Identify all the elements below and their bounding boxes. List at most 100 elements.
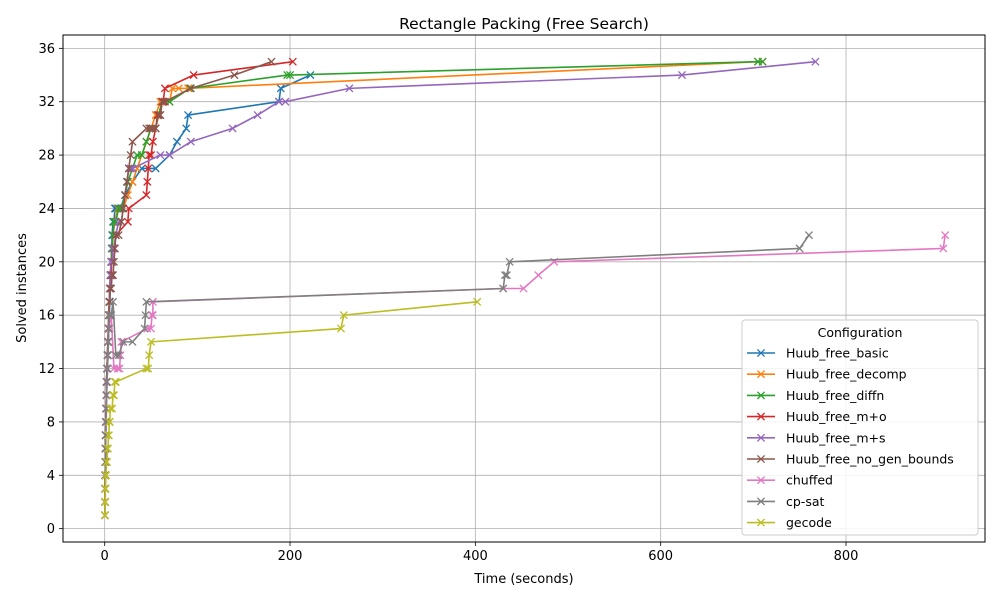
data-point <box>114 351 123 360</box>
data-point <box>172 137 182 146</box>
data-point <box>103 444 113 453</box>
data-point <box>101 497 110 507</box>
data-point <box>156 110 165 120</box>
data-point <box>107 284 116 293</box>
data-point <box>108 391 118 400</box>
legend-marker <box>756 370 766 379</box>
x-tick-label: 200 <box>278 549 303 564</box>
data-point <box>113 364 122 373</box>
data-point <box>121 191 130 200</box>
data-point <box>123 217 132 226</box>
y-tick-label: 0 <box>47 522 55 537</box>
data-point <box>117 217 126 226</box>
data-point <box>145 124 154 133</box>
data-point <box>104 431 113 440</box>
data-point <box>115 364 124 373</box>
series-huub-free-m-s <box>100 57 820 520</box>
series-line-huub-free-diffn <box>104 60 763 516</box>
y-tick-label: 20 <box>38 255 55 270</box>
data-point <box>128 164 137 173</box>
series-line-huub-free-m-s <box>104 60 816 516</box>
x-tick-label: 400 <box>463 549 488 564</box>
data-point <box>110 377 119 386</box>
legend-label: Huub_free_no_gen_bounds <box>786 452 954 467</box>
data-point <box>106 284 115 293</box>
data-point <box>107 311 116 320</box>
data-point <box>182 124 191 133</box>
data-point <box>147 311 157 320</box>
data-point <box>151 124 160 133</box>
data-point <box>108 404 117 413</box>
data-point <box>114 231 123 240</box>
legend-item: Huub_free_no_gen_bounds <box>747 452 954 467</box>
legend-title: Configuration <box>818 325 903 340</box>
data-point <box>143 177 152 186</box>
data-point <box>144 164 153 173</box>
y-tick-label: 36 <box>38 42 55 57</box>
data-point <box>941 231 950 240</box>
data-point <box>109 391 119 400</box>
data-point <box>102 471 111 480</box>
data-point <box>499 284 508 293</box>
data-point <box>117 337 126 346</box>
data-point <box>102 391 111 400</box>
data-point <box>124 164 133 173</box>
data-point <box>103 351 113 360</box>
grid <box>63 35 985 542</box>
data-point <box>103 364 112 373</box>
data-point <box>281 97 290 106</box>
legend-item: Huub_free_m+s <box>747 430 886 445</box>
legend-item: Huub_free_m+o <box>747 409 887 424</box>
data-point <box>119 204 128 213</box>
legend-label: chuffed <box>786 473 833 488</box>
data-point <box>110 244 119 253</box>
data-point <box>160 84 169 93</box>
data-point <box>174 84 183 93</box>
x-axis-label: Time (seconds) <box>473 572 573 587</box>
data-point <box>145 351 154 360</box>
data-point <box>184 110 193 120</box>
data-point <box>140 324 149 333</box>
data-point <box>122 177 131 186</box>
data-point <box>105 311 114 320</box>
data-point <box>186 84 195 93</box>
data-point <box>101 511 110 520</box>
data-point <box>519 284 528 293</box>
data-point <box>253 110 262 120</box>
data-point <box>189 70 198 80</box>
data-point <box>339 311 348 320</box>
legend-label: gecode <box>786 515 832 530</box>
legend-label: Huub_free_decomp <box>786 367 907 382</box>
data-point <box>677 70 687 80</box>
data-point <box>119 337 128 346</box>
data-point <box>111 351 120 360</box>
series-huub-free-decomp <box>100 57 767 520</box>
data-point <box>274 97 283 106</box>
series-cp-sat <box>100 231 813 520</box>
data-point <box>502 271 511 280</box>
y-tick-label: 16 <box>38 309 55 324</box>
data-point <box>111 377 120 386</box>
data-point <box>156 151 165 160</box>
data-point <box>146 151 156 160</box>
legend: Configuration Huub_free_basic Huub_free_d… <box>741 319 979 536</box>
chart-title: Rectangle Packing (Free Search) <box>399 15 649 33</box>
data-point <box>104 324 113 333</box>
data-point <box>151 164 160 173</box>
legend-marker <box>756 391 766 400</box>
data-point <box>336 324 346 333</box>
y-tick-label: 4 <box>47 469 55 484</box>
legend-item: cp-sat <box>747 494 824 509</box>
data-point <box>108 231 117 240</box>
x-tick-label: 800 <box>834 549 859 564</box>
data-point <box>160 97 169 106</box>
data-point <box>267 57 276 66</box>
data-point <box>137 151 146 160</box>
data-point <box>109 244 119 253</box>
legend-item: chuffed <box>747 473 833 488</box>
data-point <box>108 297 118 306</box>
data-point <box>285 70 295 80</box>
legend-label: Huub_free_diffn <box>786 388 884 403</box>
data-point <box>144 364 153 373</box>
